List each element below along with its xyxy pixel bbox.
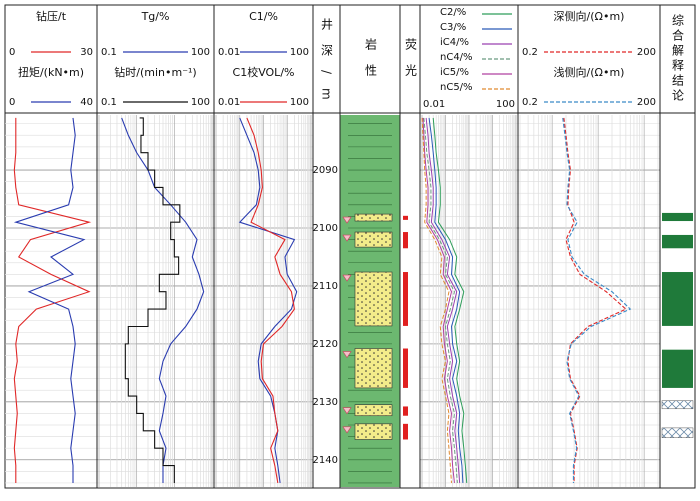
scale-max: 100 — [191, 47, 210, 58]
scale-min: 0.01 — [218, 47, 240, 58]
oil-marker — [342, 234, 352, 242]
oil-layer — [662, 349, 693, 388]
gas-name: C2/% — [440, 7, 466, 18]
gas-curve — [432, 117, 468, 483]
oil-marker — [342, 351, 352, 359]
scale-max: 100 — [191, 97, 210, 108]
fluorescence-bar — [403, 232, 408, 249]
lithology-label: 岩性 — [364, 37, 378, 90]
gas-curve — [428, 117, 464, 483]
scale-max: 30 — [80, 47, 93, 58]
gas-curve — [421, 117, 452, 483]
sandstone — [354, 348, 393, 389]
log-curve — [13, 117, 86, 483]
sandstone — [354, 213, 393, 222]
depth-tick-label: 2130 — [313, 397, 338, 408]
gas-curve — [422, 117, 455, 483]
scale-min: 0.2 — [522, 97, 538, 108]
sandstone — [354, 271, 393, 327]
fluorescence-bar — [403, 406, 408, 416]
scale-max: 40 — [80, 97, 93, 108]
oil-marker — [342, 407, 352, 415]
gas-name: nC4/% — [440, 52, 473, 63]
scale-min: 0.1 — [101, 97, 117, 108]
sandstone — [354, 423, 393, 440]
scale-min: 0.1 — [101, 47, 117, 58]
log-curve — [562, 117, 632, 483]
curve-name: 扭矩/(kN•m) — [18, 65, 84, 79]
scale-min: 0 — [9, 97, 15, 108]
gas-curve — [425, 117, 461, 483]
sandstone — [354, 404, 393, 417]
fluorescence-bar — [403, 423, 408, 440]
curve-name: 浅侧向/(Ω•m) — [554, 65, 625, 79]
oil-marker — [342, 426, 352, 434]
log-curve — [124, 117, 181, 483]
scale-max: 200 — [637, 97, 656, 108]
gas-name: nC5/% — [440, 82, 473, 93]
oil-marker — [342, 216, 352, 224]
depth-tick-label: 2100 — [313, 223, 338, 234]
fluorescence-label: 荧光 — [404, 38, 418, 90]
interpretation-label: 综合解释结论 — [671, 14, 685, 104]
gas-name: iC5/% — [440, 67, 469, 78]
scale-min: 0.01 — [423, 99, 445, 110]
gas-name: C3/% — [440, 22, 466, 33]
depth-tick-label: 2120 — [313, 339, 338, 350]
log-curve — [563, 117, 627, 483]
other-layer — [661, 400, 694, 410]
scale-max: 200 — [637, 47, 656, 58]
oil-layer — [662, 272, 693, 326]
scale-min: 0.2 — [522, 47, 538, 58]
oil-layer — [662, 234, 693, 249]
other-layer — [661, 427, 694, 438]
oil-layer — [662, 212, 693, 222]
fluorescence-bar — [403, 215, 408, 220]
curve-name: 深侧向/(Ω•m) — [554, 9, 625, 23]
oil-marker — [342, 274, 352, 282]
curve-name: 钻时/(min•m⁻¹) — [114, 65, 196, 79]
scale-max: 100 — [290, 47, 309, 58]
curve-name: 钻压/t — [36, 9, 67, 23]
log-curve — [13, 117, 92, 483]
gas-name: iC4/% — [440, 37, 469, 48]
depth-tick-label: 2090 — [313, 165, 338, 176]
scale-max: 100 — [496, 99, 515, 110]
log-curve — [246, 117, 295, 484]
sandstone — [354, 231, 393, 248]
scale-min: 0.01 — [218, 97, 240, 108]
gas-curve — [423, 117, 458, 483]
depth-label: 井深/m — [320, 18, 334, 114]
scale-max: 100 — [290, 97, 309, 108]
log-curve — [121, 117, 205, 483]
fluorescence-bar — [403, 272, 408, 326]
fluorescence-bar — [403, 348, 408, 388]
curve-name: Tg/% — [141, 10, 170, 23]
curve-name: C1校VOL/% — [233, 65, 295, 79]
depth-tick-label: 2110 — [313, 281, 338, 292]
curve-name: C1/% — [249, 10, 278, 23]
depth-tick-label: 2140 — [313, 455, 338, 466]
scale-min: 0 — [9, 47, 15, 58]
